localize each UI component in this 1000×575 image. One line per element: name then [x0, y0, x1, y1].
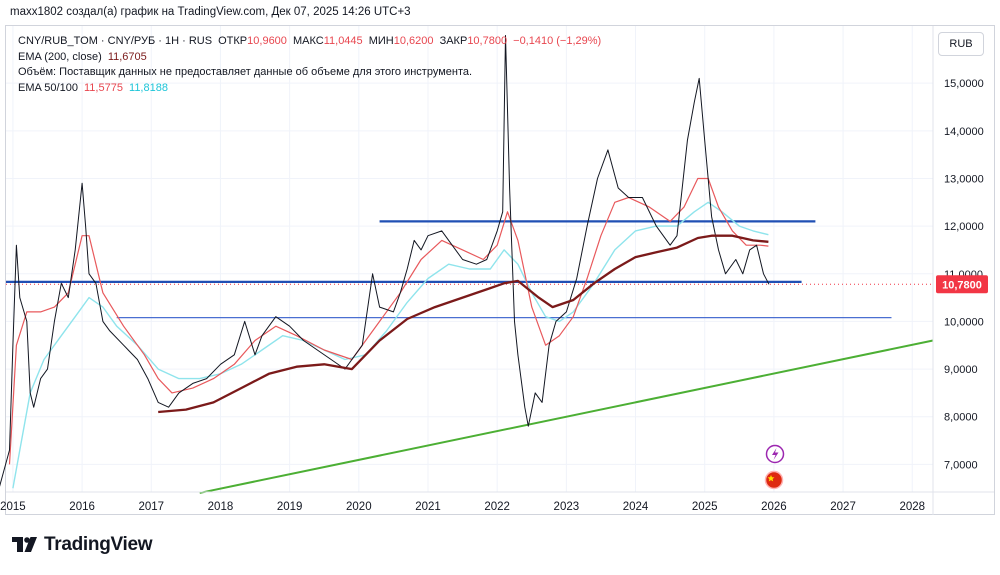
symbol-name[interactable]: CNY/RUB_TOM · CNY/РУБ · 1Н · RUS [18, 35, 213, 47]
x-tick-label: 2025 [692, 501, 718, 513]
grid [6, 26, 933, 492]
ema200-label: EMA (200, close) [18, 50, 102, 63]
chart-legend: CNY/RUB_TOM · CNY/РУБ · 1Н · RUS ОТКР10,… [18, 34, 601, 96]
y-tick-label: 13,0000 [944, 173, 984, 185]
x-tick-label: 2024 [623, 501, 649, 513]
x-tick-label: 2016 [69, 501, 95, 513]
legend-volume-row: Объём: Поставщик данных не предоставляет… [18, 65, 601, 81]
ema-pair-label: EMA 50/100 [18, 81, 78, 94]
volume-note: Объём: Поставщик данных не предоставляет… [18, 66, 473, 78]
event-markers [764, 444, 785, 490]
y-tick-label: 14,0000 [944, 126, 984, 138]
low-label: МИН [368, 35, 394, 47]
ema100-value: 11,8188 [129, 81, 168, 94]
y-tick-label: 8,0000 [944, 412, 978, 424]
series-ema-100 [12, 201, 769, 489]
change-value: −0,1410 (−1,29%) [513, 35, 602, 47]
flag-star-icon [767, 475, 775, 482]
y-tick-label: 15,0000 [944, 78, 984, 90]
open-value: 10,9600 [247, 35, 287, 47]
legend-ema200-row[interactable]: EMA (200, close) 11,6705 [18, 50, 601, 66]
price-tag-background [936, 275, 988, 294]
x-tick-label: 2022 [484, 501, 510, 513]
y-tick-label: 9,0000 [944, 364, 978, 376]
x-tick-label: 2019 [277, 501, 303, 513]
author-line: maxx1802 создал(а) график на TradingView… [10, 6, 411, 18]
close-label: ЗАКР [439, 35, 468, 47]
ema50-value: 11,5775 [84, 81, 123, 94]
china-flag-marker[interactable] [764, 470, 784, 490]
open-label: ОТКР [218, 35, 248, 47]
ema200-value: 11,6705 [107, 50, 147, 63]
x-tick-label: 2027 [830, 501, 856, 513]
x-tick-label: 2020 [346, 501, 372, 513]
axes: 7,00008,00009,000010,000011,000012,00001… [0, 26, 994, 515]
x-tick-label: 2017 [138, 501, 164, 513]
chart-frame [5, 25, 995, 515]
y-tick-label: 12,0000 [944, 221, 984, 233]
brand-name: TradingView [44, 534, 153, 555]
trendline-ascending-support [199, 339, 934, 494]
series-layer [0, 35, 770, 489]
lightning-icon [772, 448, 779, 460]
series-ema-50 [8, 177, 769, 465]
legend-ema-pair-row[interactable]: EMA 50/100 11,5775 11,8188 [18, 81, 601, 97]
legend-symbol-row: CNY/RUB_TOM · CNY/РУБ · 1Н · RUS ОТКР10,… [18, 34, 601, 50]
low-value: 10,6200 [393, 35, 434, 47]
high-value: 11,0445 [323, 35, 363, 47]
tradingview-logo[interactable]: TradingView [12, 534, 153, 556]
tradingview-logo-icon [12, 537, 37, 552]
x-tick-label: 2021 [415, 501, 441, 513]
x-tick-label: 2028 [899, 501, 925, 513]
x-tick-label: 2015 [0, 501, 26, 513]
x-tick-label: 2026 [761, 501, 787, 513]
high-label: МАКС [292, 35, 324, 47]
y-tick-label: 10,0000 [944, 316, 984, 328]
series-price [0, 35, 770, 487]
series-ema-200 [158, 234, 769, 414]
x-tick-label: 2018 [208, 501, 234, 513]
close-value: 10,7800 [467, 35, 508, 47]
price-tag-label: 10,7800 [942, 279, 982, 291]
currency-button[interactable]: RUB [938, 32, 984, 56]
x-tick-label: 2023 [554, 501, 580, 513]
y-tick-label: 7,0000 [944, 459, 978, 471]
